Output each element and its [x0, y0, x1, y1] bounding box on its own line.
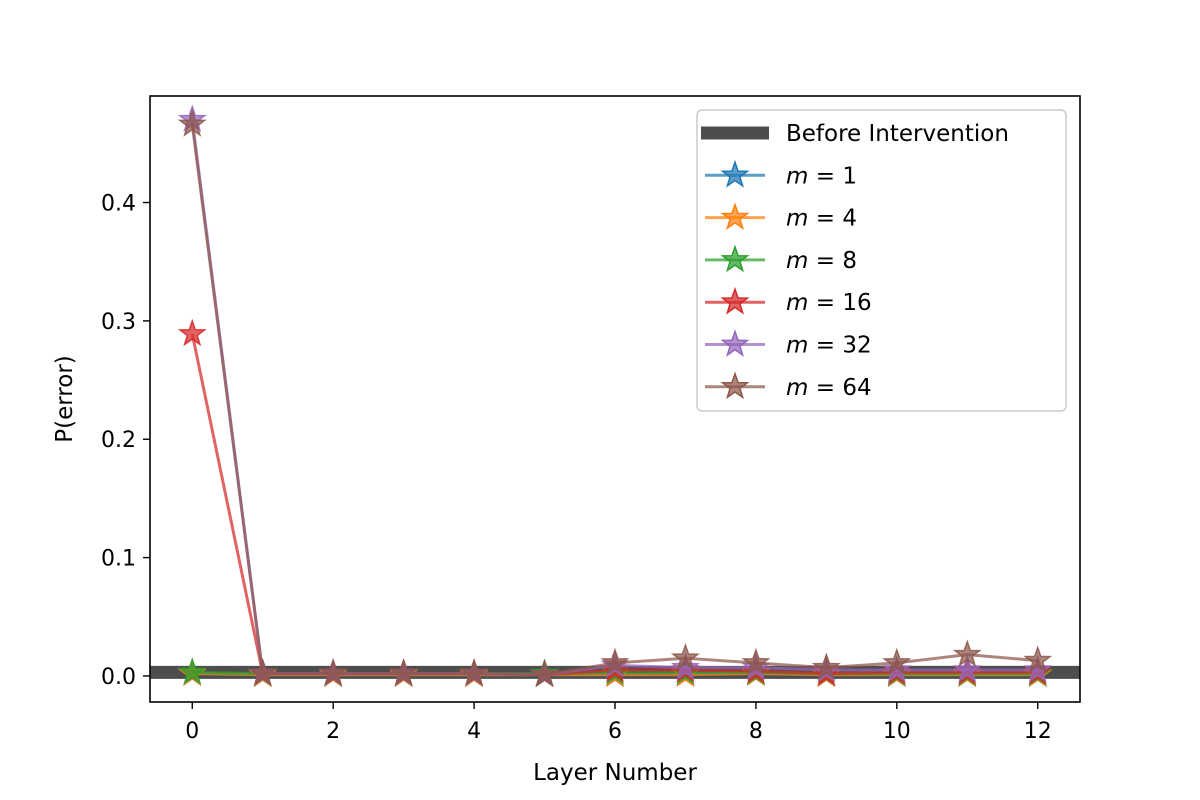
legend-entry-m-16: m = 16: [705, 286, 872, 316]
x-axis-label: Layer Number: [533, 760, 697, 786]
legend-label: m = 4: [786, 206, 857, 232]
legend-star-icon: [720, 202, 750, 230]
legend-star-icon: [720, 329, 750, 357]
legend-label: m = 64: [786, 375, 872, 401]
data-point: [741, 647, 771, 676]
legend-value: 8: [842, 248, 857, 274]
legend-star-icon: [720, 371, 750, 400]
data-point: [530, 659, 560, 688]
legend-value: 4: [842, 206, 857, 232]
legend-label: m = 8: [786, 248, 857, 274]
data-point: [177, 109, 207, 137]
legend-entry-m-32: m = 32: [705, 329, 872, 359]
x-tick-label: 8: [749, 719, 763, 744]
x-tick-label: 0: [185, 719, 199, 744]
data-point: [318, 658, 348, 686]
x-axis: 0 2 4 6 8 10 12: [185, 702, 1052, 744]
legend-variable: m: [786, 333, 808, 359]
legend-entry-m-8: m = 8: [705, 244, 857, 274]
legend-entry-m-1: m = 1: [705, 160, 857, 189]
y-tick-label: 0.4: [101, 192, 136, 217]
data-point: [1023, 645, 1053, 673]
data-point: [600, 647, 630, 676]
x-tick-label: 2: [326, 719, 340, 744]
y-tick-label: 0.3: [101, 310, 136, 335]
data-point: [670, 652, 700, 681]
data-point: [670, 642, 700, 671]
legend-entry-before-intervention: Before Intervention: [701, 121, 1009, 147]
data-point: [952, 639, 982, 668]
legend-equals: =: [808, 248, 842, 274]
y-axis-label: P(error): [52, 355, 78, 443]
legend-equals: =: [808, 333, 842, 359]
data-point: [882, 647, 912, 676]
data-point: [459, 658, 489, 686]
y-tick-label: 0.2: [101, 428, 136, 453]
data-point: [177, 657, 207, 685]
legend-variable: m: [786, 206, 808, 232]
y-axis: 0.0 0.1 0.2 0.3 0.4: [101, 192, 150, 690]
legend-equals: =: [808, 206, 842, 232]
data-point: [811, 652, 841, 681]
legend-variable: m: [786, 375, 808, 401]
legend-equals: =: [808, 290, 842, 316]
legend-equals: =: [808, 163, 842, 189]
legend-value: 16: [842, 290, 871, 316]
legend-label: m = 16: [786, 290, 872, 316]
y-tick-label: 0.1: [101, 547, 136, 572]
legend-value: 64: [842, 375, 871, 401]
data-point: [952, 654, 982, 683]
legend-label: Before Intervention: [786, 121, 1009, 147]
legend-value: 32: [842, 333, 871, 359]
x-tick-label: 4: [467, 719, 481, 744]
data-point: [389, 658, 419, 686]
legend-entry-m-64: m = 64: [705, 371, 872, 401]
x-tick-label: 12: [1024, 719, 1052, 744]
legend-label: m = 1: [786, 163, 857, 189]
legend-value: 1: [842, 163, 857, 189]
data-point: [248, 658, 278, 686]
data-point: [1023, 654, 1053, 683]
x-tick-label: 6: [608, 719, 622, 744]
series-layer: [177, 104, 1053, 688]
data-point: [177, 318, 207, 347]
y-tick-label: 0.0: [101, 665, 136, 690]
legend-star-icon: [720, 244, 750, 273]
legend-star-icon: [720, 286, 750, 315]
legend-variable: m: [786, 163, 808, 189]
x-tick-label: 10: [883, 719, 911, 744]
legend-variable: m: [786, 248, 808, 274]
legend-label: m = 32: [786, 333, 872, 359]
legend-star-icon: [720, 160, 750, 188]
legend-box: [696, 109, 1067, 412]
series-m-64: [177, 109, 1053, 688]
legend-equals: =: [808, 375, 842, 401]
legend-entry-m-4: m = 4: [705, 202, 857, 232]
legend-variable: m: [786, 290, 808, 316]
